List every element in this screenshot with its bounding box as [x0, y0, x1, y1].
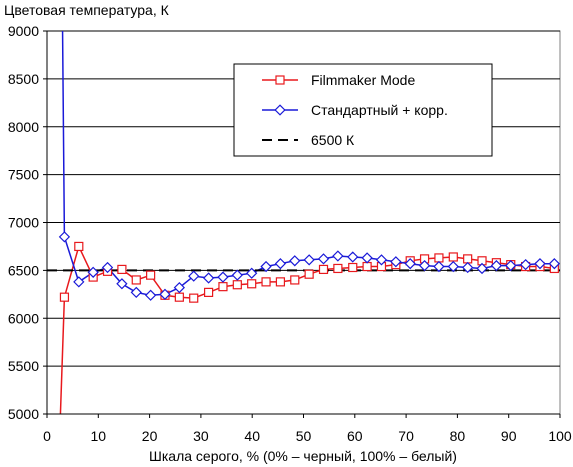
- data-point-standard-corr: [347, 251, 359, 263]
- x-tick-label: 40: [244, 428, 260, 444]
- data-point-standard-corr: [130, 286, 142, 299]
- x-tick-label: 80: [450, 428, 466, 444]
- data-point-standard-corr: [548, 258, 561, 270]
- x-tick-label: 60: [347, 428, 363, 444]
- data-point-filmmaker: [448, 252, 458, 262]
- data-point-standard-corr: [490, 259, 503, 272]
- data-point-standard-corr: [361, 252, 373, 264]
- x-tick-label: 10: [91, 428, 107, 444]
- data-point-filmmaker: [348, 262, 358, 273]
- data-point-filmmaker: [232, 280, 242, 290]
- data-point-standard-corr: [116, 278, 128, 290]
- data-point-filmmaker: [304, 269, 314, 279]
- data-point-filmmaker: [189, 293, 199, 303]
- data-point-filmmaker: [218, 282, 228, 292]
- marker-layer: [58, 231, 561, 303]
- y-tick-label: 6000: [8, 310, 39, 326]
- data-point-standard-corr: [375, 254, 388, 266]
- legend-label-reference-6500k: 6500 К: [311, 132, 355, 148]
- data-point-filmmaker: [74, 241, 84, 252]
- legend-label-filmmaker: Filmmaker Mode: [311, 72, 415, 88]
- data-point-filmmaker: [333, 263, 343, 274]
- data-point-filmmaker: [59, 292, 70, 302]
- data-point-filmmaker: [174, 292, 184, 302]
- data-point-standard-corr: [231, 269, 243, 281]
- y-axis: 5000 5500 6000 6500 7000 7500 8000 8500 9000: [8, 23, 48, 422]
- data-point-standard-corr: [101, 261, 114, 274]
- data-point-filmmaker: [247, 279, 257, 289]
- y-tick-label: 7000: [8, 215, 39, 231]
- y-tick-label: 5000: [8, 406, 39, 422]
- data-point-filmmaker: [275, 277, 286, 287]
- data-point-standard-corr: [505, 259, 517, 272]
- x-tick-label: 100: [548, 428, 572, 444]
- data-point-standard-corr: [519, 258, 532, 271]
- data-point-filmmaker: [261, 277, 271, 287]
- data-point-standard-corr: [332, 250, 344, 262]
- data-point-filmmaker: [463, 254, 473, 264]
- data-point-filmmaker: [434, 253, 444, 263]
- data-point-filmmaker: [203, 287, 214, 297]
- data-point-standard-corr: [73, 276, 85, 288]
- data-point-standard-corr: [202, 272, 215, 284]
- plot-area: [46, 30, 561, 415]
- x-axis-label: Шкала серого, % (0% – черный, 100% – бел…: [149, 448, 457, 464]
- data-point-standard-corr: [476, 262, 488, 275]
- y-tick-label: 8500: [8, 71, 39, 87]
- data-point-standard-corr: [87, 266, 99, 278]
- data-point-filmmaker: [362, 261, 372, 272]
- data-point-standard-corr: [173, 281, 186, 294]
- data-point-filmmaker: [131, 275, 141, 285]
- x-tick-label: 50: [296, 428, 312, 444]
- y-tick-label: 7500: [8, 167, 39, 183]
- data-point-standard-corr: [462, 261, 474, 274]
- data-point-standard-corr: [317, 253, 330, 265]
- y-tick-label: 9000: [8, 23, 39, 39]
- data-point-standard-corr: [246, 267, 258, 279]
- data-point-standard-corr: [404, 258, 416, 270]
- x-tick-label: 0: [43, 428, 51, 444]
- legend-items: Filmmaker Mode Стандартный + корр. 6500 К: [262, 72, 448, 148]
- y-tick-label: 5500: [8, 358, 39, 374]
- data-point-filmmaker: [290, 275, 300, 285]
- data-point-standard-corr: [188, 270, 200, 282]
- legend-marker-filmmaker: [275, 75, 285, 85]
- legend-label-standard-corr: Стандартный + корр.: [311, 102, 448, 118]
- legend: Filmmaker Mode Стандартный + корр. 6500 К: [233, 63, 493, 157]
- y-tick-label: 6500: [8, 262, 39, 278]
- legend-marker-standard-corr: [274, 104, 286, 116]
- data-point-standard-corr: [159, 288, 171, 300]
- data-point-filmmaker: [146, 270, 156, 280]
- data-point-standard-corr: [447, 260, 459, 273]
- data-point-standard-corr: [144, 289, 157, 301]
- data-point-standard-corr: [274, 258, 287, 270]
- x-tick-label: 90: [501, 428, 517, 444]
- data-point-standard-corr: [217, 271, 229, 283]
- chart-title: Цветовая температура, К: [4, 2, 170, 18]
- data-point-standard-corr: [260, 260, 272, 273]
- data-point-standard-corr: [58, 231, 71, 243]
- data-point-standard-corr: [390, 256, 402, 268]
- x-tick-label: 70: [398, 428, 414, 444]
- x-axis: 0 10 20 30 40 50 60 70 80 90 100: [43, 413, 572, 444]
- data-point-standard-corr: [418, 259, 431, 272]
- x-tick-label: 30: [193, 428, 209, 444]
- data-point-filmmaker: [318, 264, 329, 275]
- data-point-standard-corr: [289, 255, 301, 267]
- data-point-filmmaker: [117, 264, 127, 275]
- data-point-standard-corr: [433, 260, 445, 273]
- x-tick-label: 20: [142, 428, 158, 444]
- data-point-standard-corr: [303, 254, 315, 266]
- y-tick-label: 8000: [8, 119, 39, 135]
- data-point-standard-corr: [534, 258, 546, 270]
